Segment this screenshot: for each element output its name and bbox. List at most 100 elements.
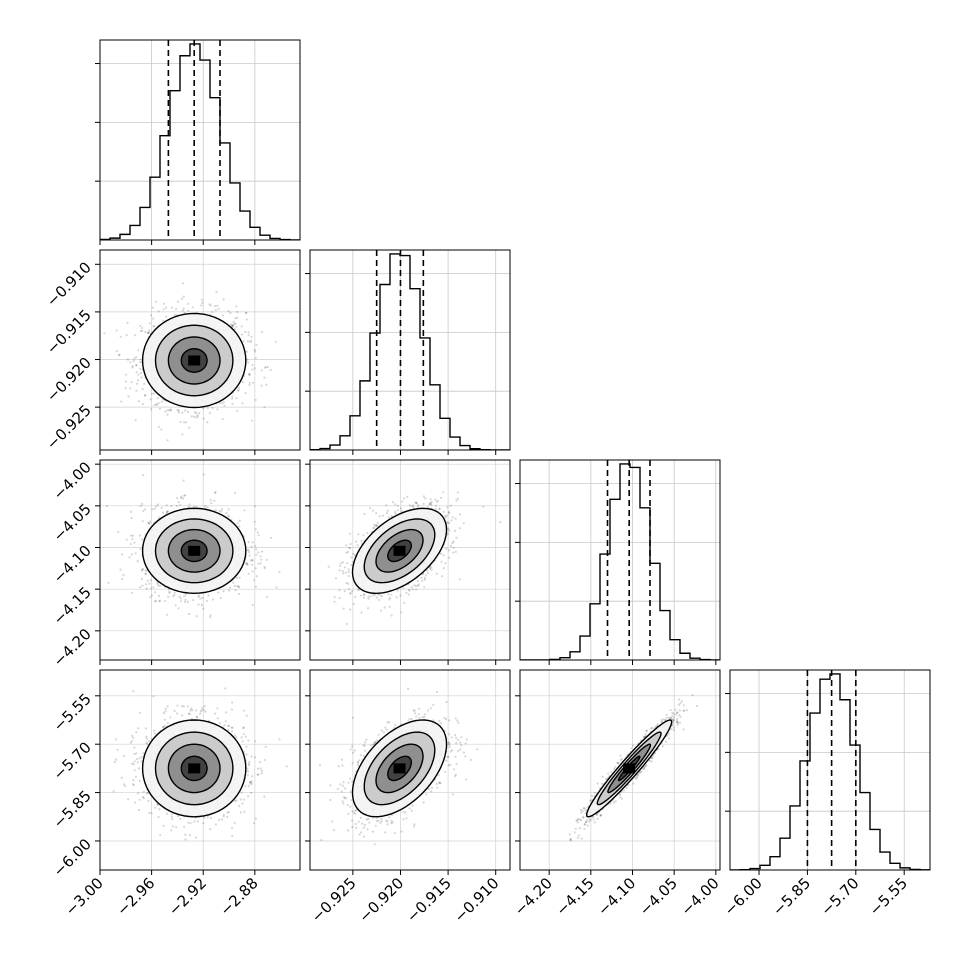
scatter-point bbox=[232, 581, 235, 584]
scatter-point bbox=[348, 546, 351, 549]
scatter-point bbox=[233, 328, 236, 331]
scatter-point bbox=[156, 581, 159, 584]
scatter-point bbox=[429, 567, 432, 570]
scatter-point bbox=[438, 507, 441, 510]
scatter-point bbox=[218, 509, 221, 512]
scatter-point bbox=[157, 310, 160, 313]
scatter-point bbox=[139, 329, 142, 333]
scatter-point bbox=[367, 607, 370, 610]
scatter-point bbox=[219, 596, 222, 600]
scatter-point bbox=[153, 507, 156, 510]
scatter-point bbox=[347, 588, 350, 591]
scatter-point bbox=[130, 534, 133, 537]
scatter-point bbox=[131, 537, 134, 541]
scatter-point bbox=[351, 590, 354, 593]
scatter-point bbox=[138, 586, 142, 589]
scatter-point bbox=[211, 310, 214, 313]
scatter-point bbox=[214, 508, 217, 512]
scatter-point bbox=[250, 339, 253, 342]
scatter-point bbox=[374, 593, 377, 596]
scatter-point bbox=[135, 364, 138, 367]
histogram-panel-2 bbox=[515, 459, 721, 665]
scatter-point bbox=[352, 603, 355, 606]
scatter-point bbox=[265, 383, 268, 386]
scatter-point bbox=[349, 542, 352, 546]
scatter-point bbox=[179, 597, 183, 600]
scatter-point bbox=[390, 593, 393, 596]
scatter-point bbox=[241, 402, 244, 405]
scatter-point bbox=[435, 507, 438, 510]
scatter-point bbox=[155, 403, 159, 407]
scatter-point bbox=[274, 340, 277, 343]
scatter-point bbox=[236, 409, 239, 412]
scatter-point bbox=[452, 546, 455, 549]
scatter-point bbox=[414, 501, 417, 504]
scatter-point bbox=[265, 558, 268, 561]
scatter-point bbox=[132, 359, 135, 362]
scatter-point bbox=[214, 305, 217, 308]
scatter-point bbox=[405, 591, 408, 594]
density-peak bbox=[393, 545, 406, 556]
scatter-point bbox=[148, 329, 151, 332]
scatter-point bbox=[161, 319, 164, 322]
scatter-point bbox=[270, 536, 273, 539]
scatter-point bbox=[253, 348, 256, 351]
scatter-point bbox=[245, 311, 248, 314]
scatter-point bbox=[264, 366, 267, 369]
scatter-panel-3-0: −3.00 −2.96 −2.92 −2.88−6.00−5.85−5.70−5.55 bbox=[50, 669, 301, 919]
scatter-point bbox=[129, 543, 132, 546]
scatter-point bbox=[187, 302, 190, 305]
panel-frame bbox=[99, 39, 301, 241]
scatter-point bbox=[367, 597, 370, 600]
scatter-point bbox=[146, 579, 149, 582]
scatter-point bbox=[195, 615, 198, 618]
scatter-point bbox=[417, 583, 420, 586]
scatter-point bbox=[260, 369, 263, 372]
scatter-point bbox=[221, 418, 224, 421]
scatter-point bbox=[165, 504, 168, 507]
scatter-point bbox=[241, 381, 244, 384]
scatter-point bbox=[166, 511, 169, 514]
scatter-point bbox=[369, 595, 372, 598]
scatter-point bbox=[363, 593, 366, 596]
scatter-point bbox=[187, 309, 190, 312]
scatter-point bbox=[379, 594, 382, 597]
scatter-point bbox=[374, 524, 378, 528]
scatter-point bbox=[153, 325, 156, 328]
scatter-point bbox=[176, 300, 179, 303]
scatter-panel-2-0: −4.20−4.15−4.10−4.05−4.00 bbox=[50, 458, 301, 670]
scatter-point bbox=[196, 415, 199, 418]
scatter-point bbox=[152, 392, 155, 395]
scatter-point bbox=[188, 612, 191, 616]
scatter-point bbox=[220, 510, 223, 513]
scatter-point bbox=[164, 410, 167, 413]
scatter-point bbox=[200, 298, 204, 301]
scatter-point bbox=[135, 371, 138, 374]
scatter-point bbox=[244, 392, 247, 395]
scatter-point bbox=[430, 566, 433, 569]
scatter-point bbox=[387, 593, 390, 596]
scatter-point bbox=[166, 510, 169, 513]
scatter-point bbox=[441, 575, 444, 578]
scatter-point bbox=[228, 515, 231, 518]
scatter-point bbox=[124, 387, 127, 390]
scatter-point bbox=[138, 534, 141, 537]
scatter-point bbox=[415, 502, 418, 505]
scatter-point bbox=[429, 501, 432, 505]
scatter-point bbox=[183, 600, 187, 603]
scatter-point bbox=[254, 567, 257, 570]
scatter-point bbox=[164, 306, 168, 309]
scatter-point bbox=[415, 501, 418, 504]
scatter-point bbox=[151, 306, 155, 309]
scatter-point bbox=[226, 514, 230, 517]
scatter-point bbox=[121, 553, 124, 556]
scatter-point bbox=[451, 541, 454, 545]
scatter-point bbox=[201, 706, 204, 709]
scatter-point bbox=[247, 331, 250, 334]
scatter-point bbox=[445, 547, 448, 550]
scatter-point bbox=[338, 589, 341, 592]
scatter-point bbox=[456, 497, 459, 500]
scatter-point bbox=[144, 572, 147, 575]
scatter-point bbox=[375, 596, 378, 599]
scatter-point bbox=[378, 598, 381, 602]
